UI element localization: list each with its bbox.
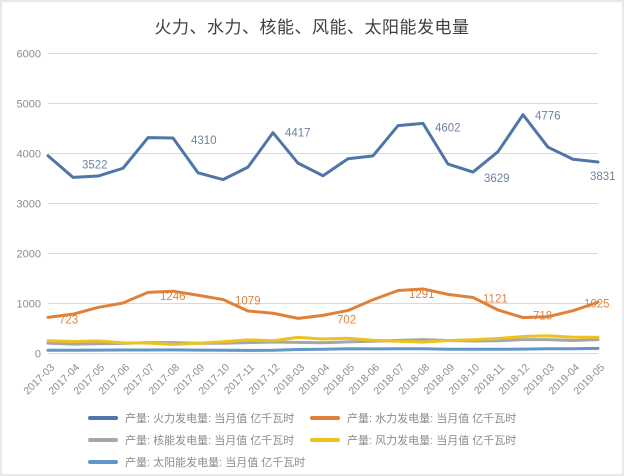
legend-label-hydro: 产量: 水力发电量: 当月值 亿千瓦时 bbox=[347, 413, 517, 425]
hydro-point-label: 1121 bbox=[483, 293, 508, 305]
thermal-point-label: 3629 bbox=[484, 173, 510, 185]
thermal-line bbox=[46, 113, 600, 182]
y-tick-label: 5000 bbox=[17, 99, 41, 111]
legend-label-thermal: 产量: 火力发电量: 当月值 亿千瓦时 bbox=[125, 413, 295, 425]
y-tick-label: 4000 bbox=[17, 149, 41, 161]
legend-item-solar: 产量: 太阳能发电量: 当月值 亿千瓦时 bbox=[88, 454, 310, 470]
hydro-point-label: 1025 bbox=[584, 298, 610, 310]
hydro-line bbox=[46, 287, 600, 320]
legend-swatch-wind-icon bbox=[310, 438, 340, 442]
thermal-point-label: 4776 bbox=[535, 111, 561, 123]
legend-label-solar: 产量: 太阳能发电量: 当月值 亿千瓦时 bbox=[125, 457, 306, 469]
legend-swatch-solar-icon bbox=[88, 460, 118, 464]
y-tick-label: 3000 bbox=[17, 199, 41, 211]
hydro-point-label: 723 bbox=[59, 314, 78, 326]
wind-line bbox=[46, 334, 600, 346]
hydro-point-label: 1291 bbox=[409, 289, 435, 301]
y-tick-label: 0 bbox=[35, 349, 41, 361]
line-chart: 01000200030004000500060002017-032017-042… bbox=[17, 49, 616, 398]
legend-item-hydro: 产量: 水力发电量: 当月值 亿千瓦时 bbox=[310, 410, 532, 426]
legend-swatch-hydro-icon bbox=[310, 416, 340, 420]
legend-item-wind: 产量: 风力发电量: 当月值 亿千瓦时 bbox=[310, 432, 532, 448]
hydro-point-label: 702 bbox=[337, 314, 356, 326]
legend-item-nuclear: 产量: 核能发电量: 当月值 亿千瓦时 bbox=[88, 432, 310, 448]
legend: 产量: 火力发电量: 当月值 亿千瓦时 产量: 水力发电量: 当月值 亿千瓦时 产量… bbox=[88, 410, 620, 470]
hydro-point-label: 1246 bbox=[160, 291, 186, 303]
y-tick-label: 2000 bbox=[17, 249, 41, 261]
hydro-point-label: 1079 bbox=[235, 296, 261, 308]
chart-title: 火力、水力、核能、风能、太阳能发电量 bbox=[154, 18, 470, 37]
thermal-point-label: 4602 bbox=[435, 122, 461, 134]
y-tick-label: 6000 bbox=[17, 49, 41, 61]
legend-label-nuclear: 产量: 核能发电量: 当月值 亿千瓦时 bbox=[125, 435, 295, 447]
legend-item-thermal: 产量: 火力发电量: 当月值 亿千瓦时 bbox=[88, 410, 310, 426]
legend-swatch-nuclear-icon bbox=[88, 438, 118, 442]
thermal-point-label: 4310 bbox=[191, 135, 217, 147]
legend-label-wind: 产量: 风力发电量: 当月值 亿千瓦时 bbox=[347, 435, 517, 447]
solar-line bbox=[46, 346, 600, 352]
thermal-point-label: 3522 bbox=[82, 159, 108, 171]
thermal-point-label: 3831 bbox=[590, 171, 616, 183]
thermal-point-label: 4417 bbox=[285, 128, 311, 140]
legend-swatch-thermal-icon bbox=[88, 416, 118, 420]
y-tick-label: 1000 bbox=[17, 299, 41, 311]
